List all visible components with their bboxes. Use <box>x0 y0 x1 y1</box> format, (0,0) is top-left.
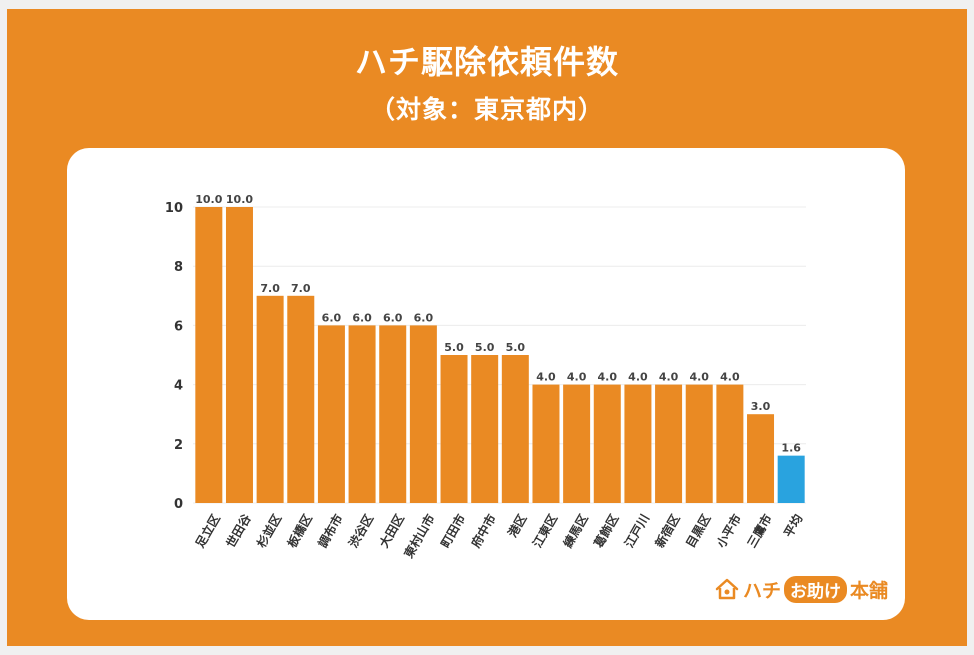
bar <box>777 455 805 503</box>
bar <box>685 384 713 503</box>
bar <box>501 355 529 503</box>
logo-text-3: 本舗 <box>850 579 889 602</box>
data-label: 4.0 <box>659 371 679 384</box>
data-label: 10.0 <box>226 193 253 206</box>
data-label: 4.0 <box>628 371 648 384</box>
x-tick-label: 目黒区 <box>683 512 713 550</box>
data-label: 5.0 <box>444 341 464 354</box>
chart-subtitle: （対象：東京都内） <box>369 95 604 124</box>
bar <box>532 384 560 503</box>
data-label: 10.0 <box>195 193 222 206</box>
x-tick-label: 板橋区 <box>284 511 315 550</box>
data-label: 6.0 <box>414 311 434 324</box>
y-tick-label: 4 <box>174 379 183 394</box>
x-tick-label: 練馬区 <box>560 511 591 550</box>
y-tick-label: 6 <box>174 319 183 334</box>
bar <box>747 414 775 503</box>
bar <box>440 355 468 503</box>
y-tick-label: 8 <box>174 260 183 275</box>
data-label: 6.0 <box>352 311 372 324</box>
bar <box>256 295 284 503</box>
bar <box>195 207 223 503</box>
x-tick-label: 新宿区 <box>652 511 683 550</box>
x-tick-label: 調布市 <box>315 511 346 550</box>
data-label: 4.0 <box>536 371 556 384</box>
bar <box>379 325 407 503</box>
bar <box>409 325 437 503</box>
x-tick-label: 足立区 <box>192 511 223 550</box>
x-tick-label: 江戸川 <box>621 511 652 550</box>
data-label: 7.0 <box>260 282 280 295</box>
bar <box>317 325 345 503</box>
chart-title: ハチ駆除依頼件数 <box>354 43 619 81</box>
bar <box>716 384 744 503</box>
bar <box>563 384 591 503</box>
data-label: 6.0 <box>322 311 342 324</box>
data-label: 5.0 <box>475 341 495 354</box>
data-label: 3.0 <box>751 400 771 413</box>
x-tick-label: 平均 <box>780 511 805 539</box>
data-label: 1.6 <box>781 442 801 455</box>
bar <box>655 384 683 503</box>
bar <box>593 384 621 503</box>
data-label: 4.0 <box>720 371 740 384</box>
data-label: 4.0 <box>567 371 587 384</box>
data-label: 6.0 <box>383 311 403 324</box>
x-tick-label: 江東区 <box>529 511 560 550</box>
data-label: 5.0 <box>506 341 526 354</box>
data-label: 4.0 <box>689 371 709 384</box>
bar <box>287 295 315 503</box>
bar <box>624 384 652 503</box>
x-tick-label: 三鷹市 <box>744 511 775 550</box>
y-tick-label: 2 <box>174 438 183 453</box>
bar <box>471 355 499 503</box>
x-tick-label: 港区 <box>505 511 530 539</box>
x-tick-label: 町田市 <box>437 511 468 550</box>
y-tick-label: 10 <box>165 201 183 216</box>
brand-logo: ハチ お助け 本舗 <box>714 574 888 604</box>
x-tick-label: 世田谷 <box>223 511 254 551</box>
x-tick-label: 杉並区 <box>253 511 284 550</box>
bar <box>348 325 376 503</box>
x-tick-label: 渋谷区 <box>345 511 376 550</box>
x-tick-label: 葛飾区 <box>590 511 621 551</box>
data-label: 4.0 <box>598 371 618 384</box>
logo-text-2: お助け <box>784 575 848 603</box>
bar <box>225 207 253 503</box>
data-label: 7.0 <box>291 282 311 295</box>
logo-text-1: ハチ <box>743 579 782 602</box>
y-tick-label: 0 <box>174 497 183 512</box>
house-icon <box>715 578 739 600</box>
x-tick-label: 大田区 <box>376 511 407 550</box>
x-tick-label: 小平市 <box>713 511 744 550</box>
x-tick-label: 府中市 <box>468 511 499 550</box>
